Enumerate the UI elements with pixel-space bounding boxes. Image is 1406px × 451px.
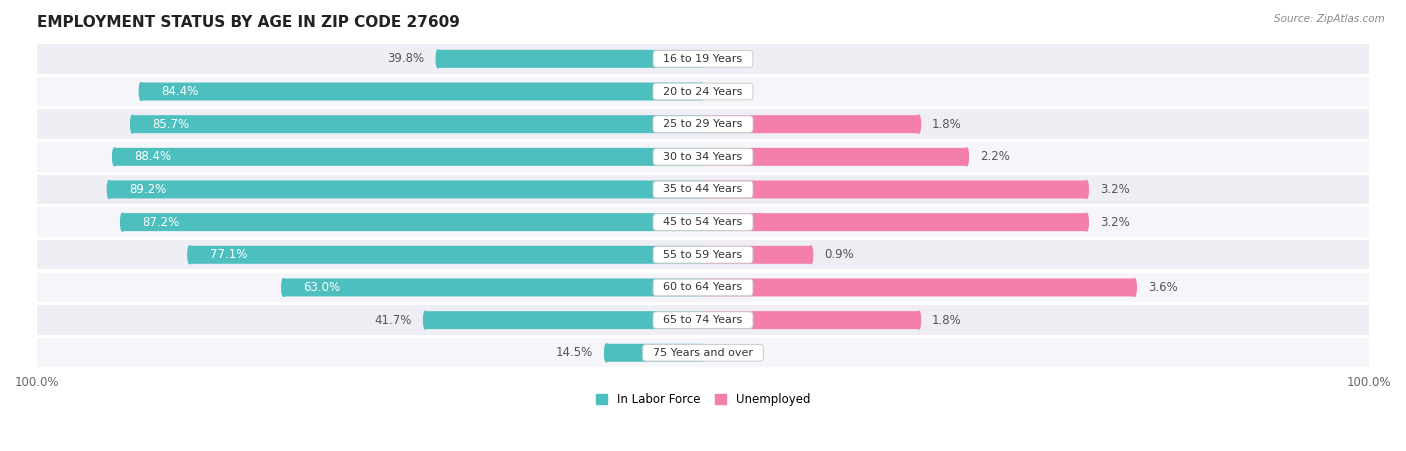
FancyBboxPatch shape (703, 180, 1087, 198)
FancyBboxPatch shape (37, 175, 1369, 204)
FancyBboxPatch shape (37, 110, 1369, 139)
Text: 65 to 74 Years: 65 to 74 Years (657, 315, 749, 325)
FancyBboxPatch shape (37, 77, 1369, 106)
FancyBboxPatch shape (703, 278, 1135, 296)
Text: 25 to 29 Years: 25 to 29 Years (657, 119, 749, 129)
Circle shape (139, 83, 143, 101)
FancyBboxPatch shape (141, 83, 703, 101)
Text: 55 to 59 Years: 55 to 59 Years (657, 250, 749, 260)
Circle shape (965, 148, 969, 166)
Text: 60 to 64 Years: 60 to 64 Years (657, 282, 749, 292)
Text: EMPLOYMENT STATUS BY AGE IN ZIP CODE 27609: EMPLOYMENT STATUS BY AGE IN ZIP CODE 276… (37, 15, 460, 30)
Text: 1.8%: 1.8% (932, 313, 962, 327)
Text: 87.2%: 87.2% (142, 216, 180, 229)
FancyBboxPatch shape (606, 344, 703, 362)
Text: 3.2%: 3.2% (1099, 183, 1129, 196)
Circle shape (1084, 180, 1088, 198)
Text: 63.0%: 63.0% (304, 281, 340, 294)
Text: 2.2%: 2.2% (980, 150, 1010, 163)
FancyBboxPatch shape (37, 142, 1369, 171)
FancyBboxPatch shape (426, 311, 703, 329)
FancyBboxPatch shape (703, 311, 918, 329)
Text: 30 to 34 Years: 30 to 34 Years (657, 152, 749, 162)
Circle shape (112, 148, 117, 166)
FancyBboxPatch shape (703, 213, 1087, 231)
Text: 77.1%: 77.1% (209, 249, 247, 261)
FancyBboxPatch shape (37, 338, 1369, 368)
Text: 0.0%: 0.0% (716, 85, 747, 98)
Text: 14.5%: 14.5% (555, 346, 593, 359)
Text: 0.9%: 0.9% (824, 249, 853, 261)
Text: 35 to 44 Years: 35 to 44 Years (657, 184, 749, 194)
FancyBboxPatch shape (703, 115, 918, 133)
FancyBboxPatch shape (114, 148, 703, 166)
FancyBboxPatch shape (703, 148, 967, 166)
Circle shape (917, 115, 921, 133)
FancyBboxPatch shape (37, 207, 1369, 237)
Text: 0.0%: 0.0% (716, 52, 747, 65)
Circle shape (107, 180, 111, 198)
Circle shape (131, 115, 135, 133)
Circle shape (423, 311, 427, 329)
FancyBboxPatch shape (703, 246, 811, 264)
Text: 39.8%: 39.8% (388, 52, 425, 65)
Text: 3.6%: 3.6% (1147, 281, 1177, 294)
Circle shape (188, 246, 191, 264)
FancyBboxPatch shape (37, 44, 1369, 74)
Circle shape (917, 311, 921, 329)
FancyBboxPatch shape (110, 180, 703, 198)
Text: 3.2%: 3.2% (1099, 216, 1129, 229)
Text: 89.2%: 89.2% (129, 183, 166, 196)
FancyBboxPatch shape (122, 213, 703, 231)
Circle shape (436, 50, 440, 68)
Text: 75 Years and over: 75 Years and over (645, 348, 761, 358)
Text: 41.7%: 41.7% (374, 313, 412, 327)
FancyBboxPatch shape (37, 240, 1369, 270)
Circle shape (1084, 213, 1088, 231)
Text: 85.7%: 85.7% (152, 118, 190, 131)
Text: 45 to 54 Years: 45 to 54 Years (657, 217, 749, 227)
FancyBboxPatch shape (284, 278, 703, 296)
Text: 84.4%: 84.4% (162, 85, 198, 98)
Circle shape (808, 246, 813, 264)
Circle shape (605, 344, 609, 362)
FancyBboxPatch shape (37, 305, 1369, 335)
Text: Source: ZipAtlas.com: Source: ZipAtlas.com (1274, 14, 1385, 23)
FancyBboxPatch shape (439, 50, 703, 68)
Text: 1.8%: 1.8% (932, 118, 962, 131)
Text: 88.4%: 88.4% (135, 150, 172, 163)
FancyBboxPatch shape (37, 273, 1369, 302)
FancyBboxPatch shape (132, 115, 703, 133)
FancyBboxPatch shape (190, 246, 703, 264)
Text: 16 to 19 Years: 16 to 19 Years (657, 54, 749, 64)
Circle shape (1133, 278, 1136, 296)
Text: 20 to 24 Years: 20 to 24 Years (657, 87, 749, 97)
Circle shape (281, 278, 285, 296)
Legend: In Labor Force, Unemployed: In Labor Force, Unemployed (591, 389, 815, 411)
Circle shape (121, 213, 124, 231)
Text: 0.0%: 0.0% (716, 346, 747, 359)
